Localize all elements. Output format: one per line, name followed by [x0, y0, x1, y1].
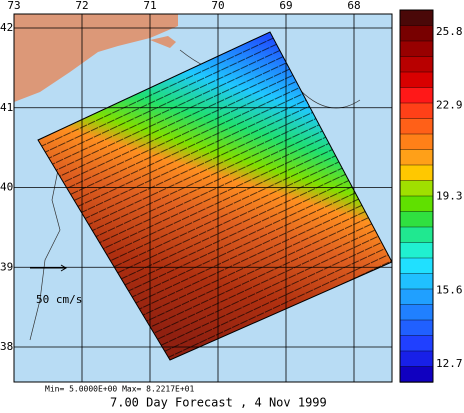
- colorbar-band: [399, 195, 434, 213]
- colorbar-band: [399, 211, 434, 228]
- lon-label: 72: [75, 0, 88, 12]
- colorbar-band: [399, 40, 434, 58]
- lon-label: 68: [347, 0, 360, 12]
- colorbar-band: [399, 71, 434, 89]
- colorbar-band: [399, 366, 434, 383]
- colorbar-band: [399, 102, 434, 120]
- colorbar-band: [399, 350, 434, 368]
- scale-label: 50 cm/s: [36, 293, 82, 306]
- colorbar-band: [399, 133, 434, 151]
- lat-label: 38: [0, 340, 13, 353]
- colorbar-label: 22.9: [436, 98, 463, 111]
- caption: 7.00 Day Forecast , 4 Nov 1999: [110, 396, 327, 410]
- colorbar-band: [399, 257, 434, 275]
- velocity-vectors: [38, 32, 392, 360]
- scale-arrowhead: [60, 264, 67, 272]
- land: [14, 14, 178, 102]
- colorbar-band: [399, 180, 434, 197]
- lon-label: 71: [143, 0, 156, 12]
- lat-label: 42: [0, 21, 13, 34]
- colorbar-band: [399, 87, 434, 104]
- colorbar-label: 15.6: [436, 284, 463, 297]
- colorbar-band: [399, 9, 434, 27]
- colorbar-band: [399, 164, 434, 182]
- colorbar-band: [399, 25, 434, 42]
- colorbar: [399, 9, 434, 383]
- colorbar-label: 12.7: [436, 357, 463, 370]
- island: [150, 36, 176, 48]
- lat-label: 41: [0, 101, 13, 114]
- colorbar-band: [399, 319, 434, 337]
- colorbar-band: [399, 335, 434, 352]
- colorbar-band: [399, 149, 434, 166]
- colorbar-frame: [399, 9, 434, 383]
- colorbar-label: 19.3: [436, 190, 463, 203]
- lat-label: 39: [0, 260, 13, 273]
- colorbar-band: [399, 242, 434, 259]
- colorbar-band: [399, 226, 434, 244]
- colorbar-band: [399, 304, 434, 321]
- lon-label: 69: [279, 0, 292, 12]
- lon-label: 70: [211, 0, 224, 12]
- lon-label: 73: [7, 0, 20, 12]
- colorbar-band: [399, 273, 434, 290]
- lat-label: 40: [0, 181, 13, 194]
- colorbar-band: [399, 56, 434, 73]
- colorbar-label: 25.8: [436, 25, 463, 38]
- colorbar-band: [399, 118, 434, 135]
- range-text: Min= 5.0000E+00 Max= 8.2217E+01: [45, 385, 194, 394]
- colorbar-band: [399, 288, 434, 306]
